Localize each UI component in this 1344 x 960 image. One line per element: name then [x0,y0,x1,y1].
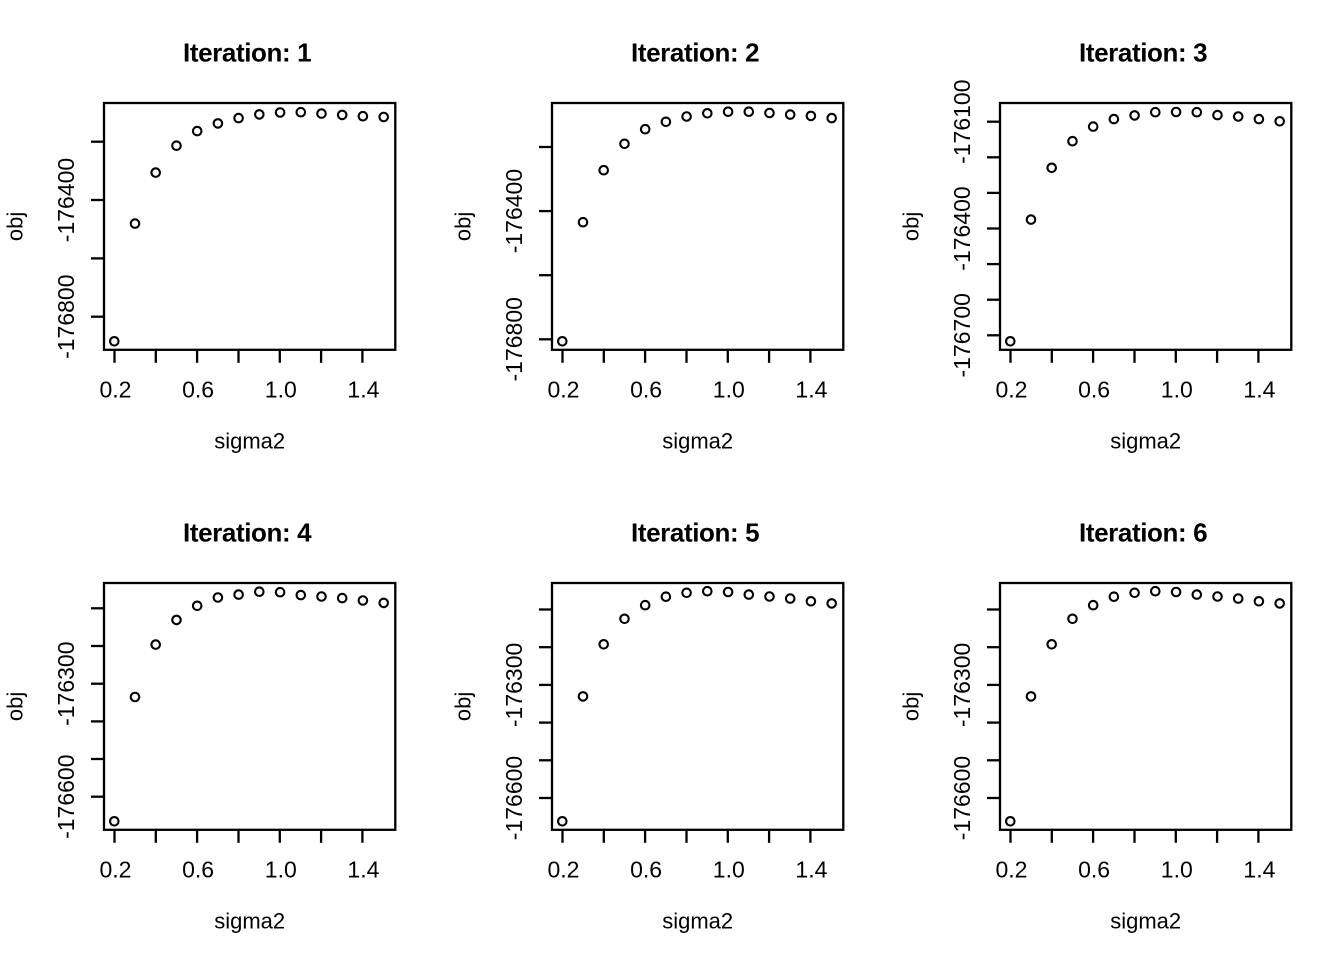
svg-text:0.2: 0.2 [100,377,132,403]
svg-text:0.6: 0.6 [1078,857,1110,883]
svg-text:Iteration: 4: Iteration: 4 [183,518,312,548]
svg-text:1.0: 1.0 [1161,377,1193,403]
svg-text:1.4: 1.4 [1243,857,1275,883]
svg-text:obj: obj [450,212,475,241]
svg-text:Iteration: 3: Iteration: 3 [1079,38,1207,68]
svg-text:1.4: 1.4 [347,857,379,883]
svg-text:0.2: 0.2 [548,377,580,403]
svg-text:-176600: -176600 [53,754,79,838]
svg-text:Iteration: 2: Iteration: 2 [631,38,759,68]
svg-text:1.0: 1.0 [713,857,745,883]
svg-text:-176300: -176300 [501,643,527,727]
svg-text:0.6: 0.6 [630,377,662,403]
svg-text:obj: obj [898,692,923,721]
svg-text:obj: obj [450,692,475,721]
svg-text:sigma2: sigma2 [1110,428,1181,453]
svg-text:0.6: 0.6 [630,857,662,883]
svg-text:sigma2: sigma2 [214,908,285,933]
svg-text:obj: obj [2,692,27,721]
svg-text:sigma2: sigma2 [662,428,733,453]
svg-text:0.2: 0.2 [996,377,1028,403]
svg-text:1.4: 1.4 [795,857,827,883]
svg-text:1.0: 1.0 [265,377,297,403]
svg-text:obj: obj [2,212,27,241]
svg-text:-176800: -176800 [501,297,527,381]
svg-text:sigma2: sigma2 [214,428,285,453]
svg-text:1.0: 1.0 [265,857,297,883]
svg-text:0.6: 0.6 [1078,377,1110,403]
svg-text:Iteration: 6: Iteration: 6 [1079,518,1207,548]
svg-text:0.2: 0.2 [100,857,132,883]
svg-text:0.6: 0.6 [182,857,214,883]
svg-text:-176100: -176100 [949,79,975,163]
svg-text:-176300: -176300 [53,641,79,725]
svg-text:-176300: -176300 [949,643,975,727]
svg-text:0.6: 0.6 [182,377,214,403]
svg-text:1.0: 1.0 [1161,857,1193,883]
svg-text:-176600: -176600 [501,756,527,840]
svg-text:-176600: -176600 [949,756,975,840]
svg-text:1.4: 1.4 [347,377,379,403]
svg-text:-176400: -176400 [501,169,527,253]
svg-text:Iteration: 5: Iteration: 5 [631,518,759,548]
svg-text:1.4: 1.4 [1243,377,1275,403]
svg-text:0.2: 0.2 [996,857,1028,883]
svg-text:Iteration: 1: Iteration: 1 [183,38,311,68]
svg-text:-176400: -176400 [949,186,975,270]
svg-text:1.0: 1.0 [713,377,745,403]
svg-text:1.4: 1.4 [795,377,827,403]
svg-text:obj: obj [898,212,923,241]
svg-text:sigma2: sigma2 [662,908,733,933]
svg-text:0.2: 0.2 [548,857,580,883]
svg-text:-176800: -176800 [53,274,79,358]
svg-text:-176400: -176400 [53,158,79,242]
svg-text:-176700: -176700 [949,293,975,377]
svg-text:sigma2: sigma2 [1110,908,1181,933]
